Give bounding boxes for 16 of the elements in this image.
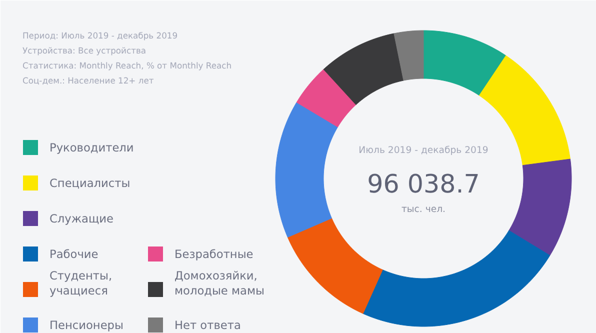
text: Июль 2019 - декабрь 2019 — [358, 145, 488, 156]
legend-label: Служащие — [50, 212, 114, 226]
legend-label: Студенты, учащиеся — [50, 268, 112, 298]
legend-label: Домохозяйки, молодые мамы — [174, 268, 264, 298]
text: тыс. чел. — [401, 204, 446, 215]
text: 96 038.7 — [367, 168, 480, 198]
text: Статистика: Monthly Reach, % от Monthly Reach — [22, 60, 232, 70]
legend-label: Безработные — [174, 247, 254, 261]
text: Устройства: Все устройства — [22, 46, 146, 56]
legend-label: Пенсионеры — [50, 318, 124, 332]
legend-label: Специалисты — [50, 176, 130, 190]
text: Период: Июль 2019 - декабрь 2019 — [22, 30, 178, 40]
text: Соц-дем.: Население 12+ лет — [22, 76, 154, 86]
legend-label: Нет ответа — [174, 318, 241, 332]
legend-label: Руководители — [50, 140, 134, 154]
legend-label: Рабочие — [50, 247, 98, 261]
